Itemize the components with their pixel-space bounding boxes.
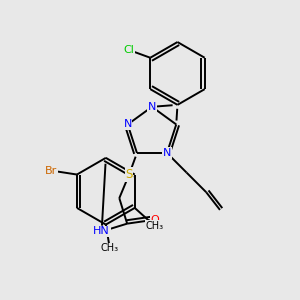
Text: HN: HN <box>93 226 110 236</box>
Text: CH₃: CH₃ <box>145 220 164 231</box>
Text: N: N <box>124 119 132 129</box>
Text: N: N <box>148 102 156 112</box>
Text: CH₃: CH₃ <box>101 243 119 253</box>
Text: O: O <box>150 215 159 225</box>
Text: N: N <box>163 148 171 158</box>
Text: Br: Br <box>45 166 58 176</box>
Text: S: S <box>125 168 133 181</box>
Text: Cl: Cl <box>123 45 134 55</box>
